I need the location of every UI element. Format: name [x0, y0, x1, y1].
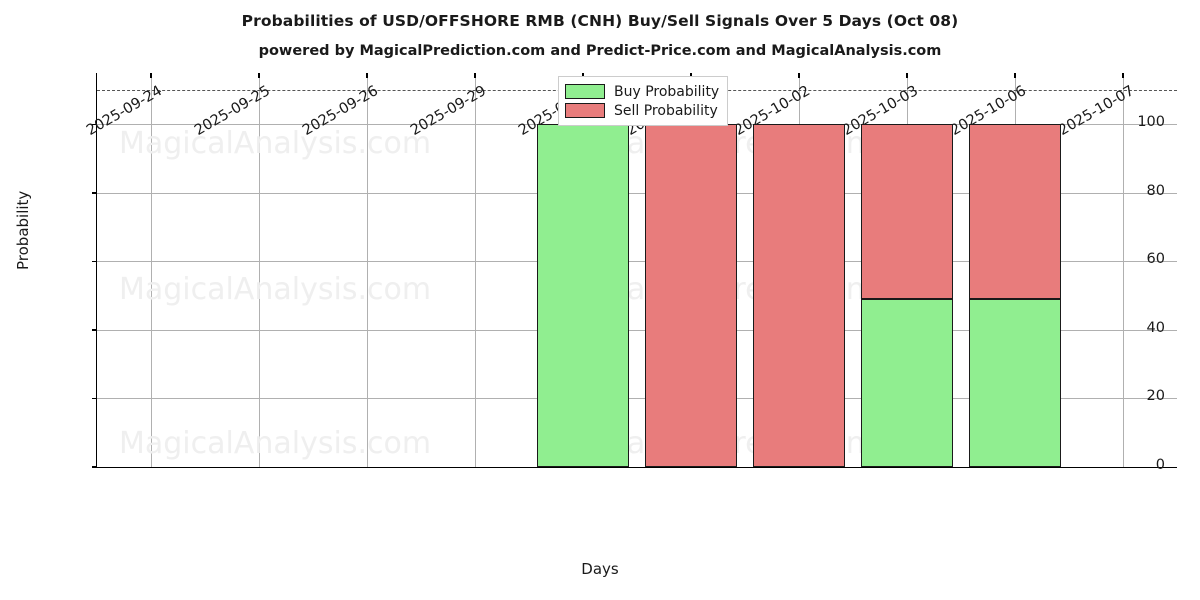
- gridline-vertical: [1123, 73, 1124, 467]
- gridline-horizontal: [97, 192, 1177, 194]
- bar-segment-buy[interactable]: [968, 299, 1062, 467]
- y-tick-mark: [92, 329, 97, 331]
- y-tick-mark: [92, 260, 97, 263]
- x-tick-mark: [150, 73, 152, 78]
- gridline-vertical: [259, 73, 260, 467]
- legend-label-buy: Buy Probability: [614, 83, 720, 100]
- bar-group[interactable]: [752, 73, 846, 467]
- x-tick-mark: [798, 73, 800, 78]
- chart-subtitle: powered by MagicalPrediction.com and Pre…: [258, 43, 942, 59]
- watermark-text: MagicalAnalysis.com: [119, 126, 432, 161]
- legend-swatch-buy-icon: [565, 84, 605, 99]
- y-tick-label: 80: [1146, 182, 1165, 199]
- y-axis-label: Probability: [14, 190, 32, 270]
- x-tick-mark: [1122, 73, 1124, 78]
- plot-area: MagicalAnalysis.comMagicalPrediction.com…: [84, 73, 1177, 473]
- gridline-vertical: [367, 73, 368, 467]
- bar-group[interactable]: [860, 73, 954, 467]
- x-tick-mark: [474, 73, 476, 78]
- bar-segment-buy[interactable]: [536, 124, 630, 467]
- bar-group[interactable]: [536, 73, 630, 467]
- y-tick-label: 0: [1155, 457, 1165, 473]
- x-tick-mark: [906, 73, 908, 78]
- legend-item-buy[interactable]: Buy Probability: [565, 82, 719, 101]
- watermark-text: MagicalAnalysis.com: [119, 272, 432, 307]
- x-tick-mark: [366, 73, 368, 78]
- gridline-horizontal: [97, 329, 1177, 331]
- bar-segment-buy[interactable]: [860, 299, 954, 467]
- legend-label-sell: Sell Probability: [614, 102, 718, 119]
- y-tick-mark: [92, 123, 97, 126]
- x-tick-mark: [1014, 73, 1016, 78]
- bar-group[interactable]: [968, 73, 1062, 467]
- legend-swatch-sell-icon: [565, 103, 605, 118]
- gridline-horizontal: [97, 398, 1177, 400]
- x-tick-mark: [690, 73, 692, 78]
- gridline-vertical: [151, 73, 152, 467]
- y-tick-mark: [92, 397, 97, 400]
- y-tick-label: 60: [1146, 251, 1165, 268]
- legend-item-sell[interactable]: Sell Probability: [565, 101, 719, 120]
- x-tick-mark: [582, 73, 584, 78]
- gridline-horizontal: [97, 261, 1177, 263]
- y-tick-mark: [92, 192, 97, 194]
- bar-segment-sell[interactable]: [752, 124, 846, 467]
- bar-segment-sell[interactable]: [968, 124, 1062, 300]
- y-tick-label: 20: [1146, 388, 1165, 405]
- bar-segment-sell[interactable]: [860, 124, 954, 300]
- bar-segment-sell[interactable]: [644, 124, 738, 467]
- x-axis-label: Days: [581, 560, 619, 578]
- watermark-text: MagicalAnalysis.com: [119, 426, 432, 461]
- gridline-vertical: [475, 73, 476, 467]
- chart-legend: Buy Probability Sell Probability: [558, 76, 729, 126]
- page-title: Probabilities of USD/OFFSHORE RMB (CNH) …: [241, 12, 959, 30]
- y-tick-label: 40: [1146, 319, 1165, 336]
- bar-group[interactable]: [644, 73, 738, 467]
- x-tick-mark: [258, 73, 260, 78]
- y-tick-mark: [92, 466, 97, 468]
- y-tick-label: 100: [1137, 114, 1165, 131]
